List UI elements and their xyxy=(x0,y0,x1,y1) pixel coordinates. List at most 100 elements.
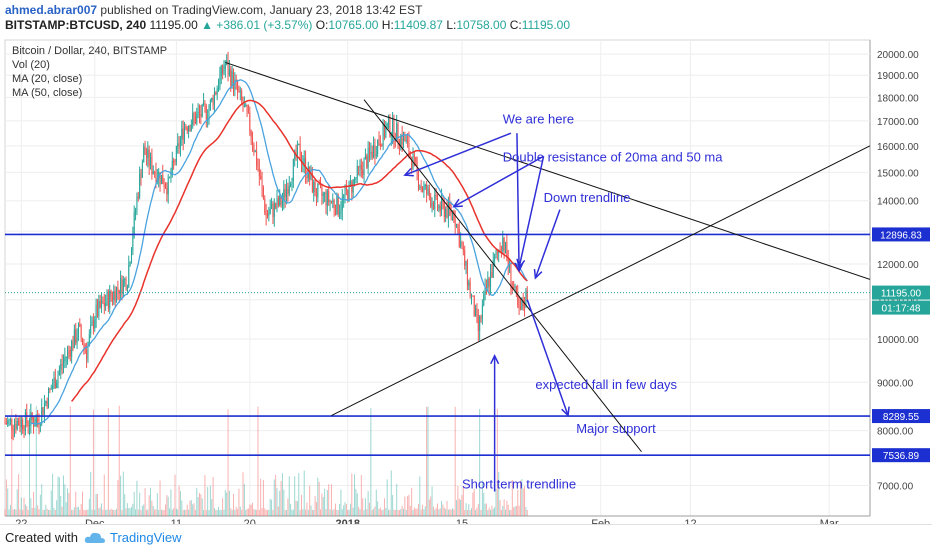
candle-body xyxy=(367,147,369,168)
volume-bar xyxy=(26,506,28,516)
candle-body xyxy=(473,296,475,317)
volume-bar xyxy=(442,504,444,516)
candle-body xyxy=(128,265,130,288)
annotation-text: Double resistance of 20ma and 50 ma xyxy=(503,150,723,165)
candle-body xyxy=(492,260,494,278)
candle-body xyxy=(507,257,509,267)
author-link[interactable]: ahmed.abrar007 xyxy=(5,3,98,17)
volume-bar xyxy=(175,508,177,516)
volume-bar xyxy=(370,408,372,516)
candle-body xyxy=(9,419,11,421)
y-tick-label: 17000.00 xyxy=(877,117,919,128)
volume-bar xyxy=(257,406,259,516)
volume-bar xyxy=(286,509,288,516)
volume-bar xyxy=(277,506,279,516)
volume-bar xyxy=(485,503,487,516)
volume-bar xyxy=(321,493,323,516)
volume-bar xyxy=(456,500,458,516)
candle-body xyxy=(422,188,424,192)
tradingview-link[interactable]: TradingView xyxy=(110,530,182,545)
candle-body xyxy=(310,173,312,180)
volume-bar xyxy=(67,488,69,516)
volume-bar xyxy=(348,509,350,516)
candle-body xyxy=(197,112,199,115)
volume-bar xyxy=(397,509,399,516)
volume-bar xyxy=(166,494,168,516)
candle-body xyxy=(466,260,468,286)
candle-body xyxy=(110,291,112,297)
volume-bar xyxy=(426,406,428,516)
volume-bar xyxy=(392,494,394,516)
candle-body xyxy=(402,134,404,145)
volume-bar xyxy=(394,509,396,516)
candle-body xyxy=(103,303,105,307)
candle-body xyxy=(24,412,26,431)
candle-body xyxy=(39,423,41,425)
annotation-arrowhead xyxy=(403,167,414,177)
candle-body xyxy=(181,128,183,139)
volume-bar xyxy=(144,488,146,516)
volume-bar xyxy=(439,508,441,516)
candle-body xyxy=(371,152,373,158)
candle-body xyxy=(159,172,161,185)
candle-body xyxy=(485,287,487,289)
volume-bar xyxy=(247,508,249,516)
candle-body xyxy=(79,324,81,327)
candle-body xyxy=(375,154,377,156)
last-price-tag xyxy=(872,285,930,300)
candle-body xyxy=(120,278,122,294)
volume-bar xyxy=(174,474,176,516)
volume-bar xyxy=(317,477,319,516)
candle-body xyxy=(505,242,507,251)
volume-bar xyxy=(211,499,213,516)
volume-bar xyxy=(197,497,199,516)
candle-body xyxy=(91,320,93,325)
candle-body xyxy=(15,423,17,430)
volume-bar xyxy=(460,499,462,516)
trendlines xyxy=(225,61,870,453)
volume-bar xyxy=(209,485,211,516)
close-label: C: xyxy=(509,18,522,32)
volume-bar xyxy=(499,500,501,516)
annotations: We are here Double resistance of 20ma and… xyxy=(403,111,723,491)
volume-bar xyxy=(330,484,332,516)
candle-body xyxy=(96,304,98,317)
candle-body xyxy=(90,324,92,335)
volume-bar xyxy=(367,491,369,516)
volume-bar xyxy=(72,509,74,516)
candle-body xyxy=(126,287,128,290)
candle-body xyxy=(155,172,157,182)
candle-body xyxy=(398,141,400,146)
volume-bar xyxy=(230,508,232,516)
volume-bar xyxy=(118,405,120,516)
volume-bar xyxy=(510,509,512,516)
volume-bar xyxy=(5,479,7,516)
change-text: ▲ +386.01 (+3.57%) xyxy=(201,18,313,32)
candle-body xyxy=(378,140,380,145)
volume-bar xyxy=(446,501,448,516)
volume-bar xyxy=(498,472,500,516)
candle-body xyxy=(479,316,481,331)
candle-body xyxy=(230,69,232,86)
candle-body xyxy=(58,369,60,375)
created-with-text: Created with xyxy=(5,530,78,545)
candle-body xyxy=(26,412,28,423)
candle-body xyxy=(411,156,413,170)
volume-bar xyxy=(256,509,258,516)
volume-bar xyxy=(101,503,103,516)
candle-body xyxy=(80,326,82,338)
volume-bar xyxy=(511,479,513,516)
candle-body xyxy=(336,195,338,215)
candle-body xyxy=(404,134,406,141)
volume-bar xyxy=(147,509,149,516)
volume-bar xyxy=(368,502,370,516)
volume-bar xyxy=(347,509,349,516)
volume-bar xyxy=(128,508,130,516)
volume-bar xyxy=(472,492,474,516)
volume-bar xyxy=(273,479,275,516)
candle-body xyxy=(355,178,357,180)
volume-bar xyxy=(71,509,73,516)
volume-bar xyxy=(117,479,119,516)
candle-body xyxy=(368,147,370,153)
